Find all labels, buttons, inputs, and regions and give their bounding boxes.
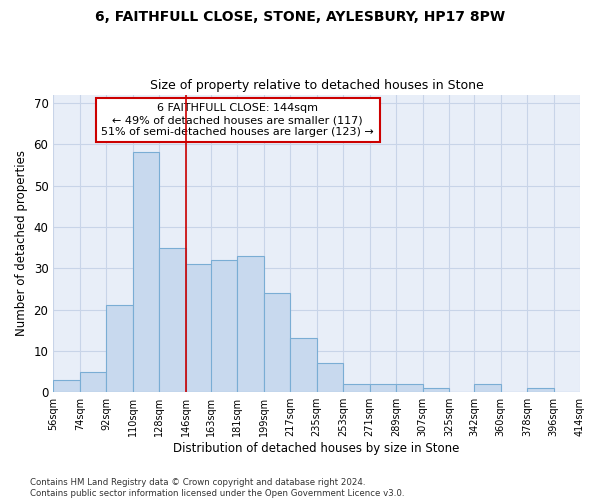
- Bar: [211, 260, 237, 392]
- Bar: [186, 264, 212, 392]
- Text: 6, FAITHFULL CLOSE, STONE, AYLESBURY, HP17 8PW: 6, FAITHFULL CLOSE, STONE, AYLESBURY, HP…: [95, 10, 505, 24]
- X-axis label: Distribution of detached houses by size in Stone: Distribution of detached houses by size …: [173, 442, 460, 455]
- Bar: [396, 384, 422, 392]
- Bar: [317, 364, 343, 392]
- Bar: [133, 152, 159, 392]
- Title: Size of property relative to detached houses in Stone: Size of property relative to detached ho…: [150, 79, 484, 92]
- Bar: [290, 338, 317, 392]
- Bar: [106, 306, 133, 392]
- Bar: [474, 384, 500, 392]
- Text: 6 FAITHFULL CLOSE: 144sqm
← 49% of detached houses are smaller (117)
51% of semi: 6 FAITHFULL CLOSE: 144sqm ← 49% of detac…: [101, 104, 374, 136]
- Bar: [527, 388, 554, 392]
- Bar: [80, 372, 106, 392]
- Bar: [370, 384, 396, 392]
- Text: Contains HM Land Registry data © Crown copyright and database right 2024.
Contai: Contains HM Land Registry data © Crown c…: [30, 478, 404, 498]
- Bar: [343, 384, 370, 392]
- Bar: [422, 388, 449, 392]
- Bar: [159, 248, 186, 392]
- Bar: [263, 293, 290, 392]
- Bar: [237, 256, 263, 392]
- Y-axis label: Number of detached properties: Number of detached properties: [15, 150, 28, 336]
- Bar: [53, 380, 80, 392]
